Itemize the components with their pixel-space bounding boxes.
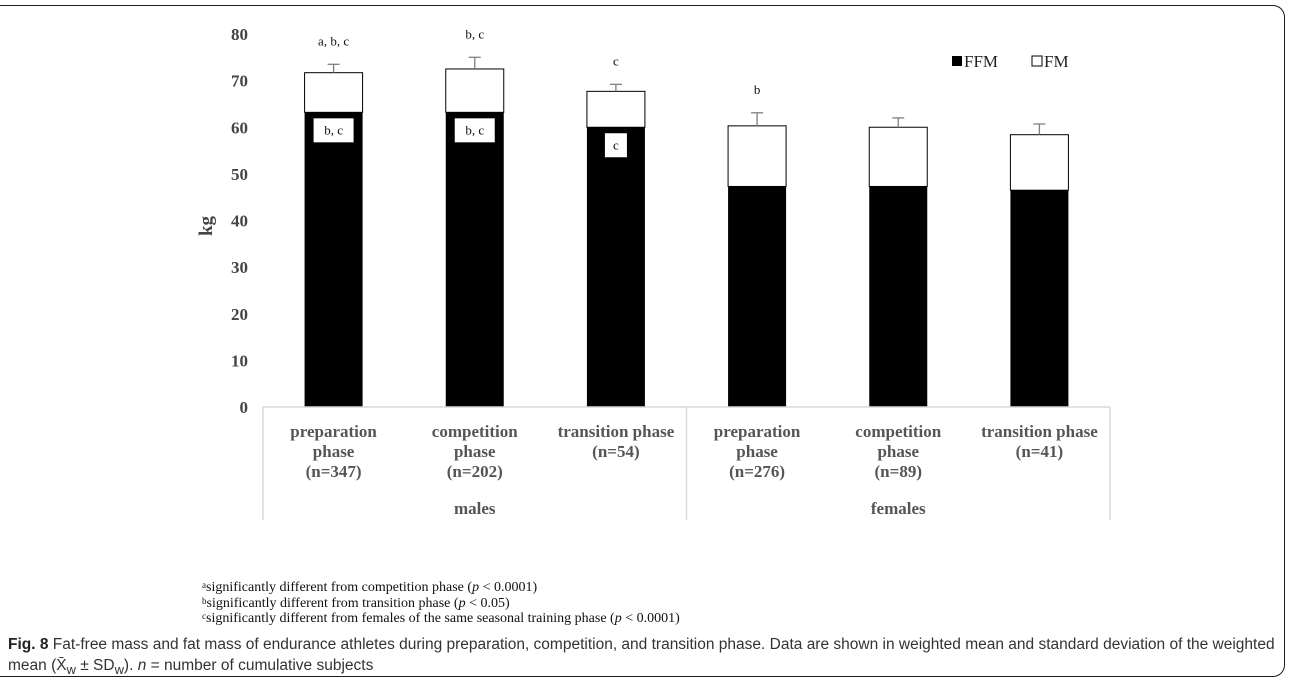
- x-tick-label: preparation: [290, 422, 377, 441]
- footnote-line: bsignificantly different from transition…: [202, 596, 680, 612]
- caption-end: = number of cumulative subjects: [146, 657, 374, 674]
- footnote-line: asignificantly different from competitio…: [202, 580, 680, 596]
- y-tick-label: 80: [231, 25, 248, 44]
- footnote-marker: b: [202, 595, 207, 606]
- bar-ffm: [304, 112, 363, 407]
- x-axis: preparationphase(n=347)competitionphase(…: [262, 406, 1111, 520]
- y-tick-label: 30: [231, 258, 248, 277]
- x-tick-label: competition: [855, 422, 941, 441]
- y-axis: 0 10 20 30 40 50 60 70 80: [231, 25, 248, 417]
- caption-mid: ± SD: [75, 657, 115, 674]
- significance-label-inside: b, c: [465, 122, 484, 137]
- footnote-rest: < 0.0001): [621, 611, 680, 626]
- significance-label-inside: c: [613, 137, 619, 152]
- bar-ffm: [869, 186, 928, 407]
- footnote-text: significantly different from transition …: [206, 595, 459, 611]
- significance-box-inside: [454, 118, 495, 143]
- x-tick-label: phase: [313, 442, 355, 461]
- footnote-italic: p: [614, 611, 622, 626]
- x-tick-label: (n=347): [306, 462, 362, 481]
- bar-fm: [727, 125, 787, 187]
- significance-label-top: b: [754, 82, 761, 97]
- significance-label-top: c: [613, 53, 619, 68]
- footnote-text: significantly different from females of …: [206, 611, 615, 626]
- bar-ffm: [1010, 190, 1069, 407]
- y-tick-label: 20: [231, 305, 248, 324]
- x-tick-label: phase: [454, 442, 496, 461]
- x-tick-label: phase: [877, 442, 919, 461]
- y-tick-label: 40: [231, 212, 248, 231]
- caption-text: Fat-free mass and fat mass of endurance …: [8, 636, 1275, 674]
- legend-label-fm: FM: [1044, 52, 1069, 71]
- significance-label-top: a, b, c: [318, 33, 349, 48]
- y-axis-label: kg: [196, 215, 217, 236]
- legend-label-ffm: FFM: [964, 52, 998, 71]
- x-tick-label: phase: [736, 442, 778, 461]
- caption-n: n: [137, 657, 147, 674]
- y-tick-label: 70: [231, 72, 248, 91]
- y-tick-label: 0: [240, 398, 249, 417]
- bar-fm: [868, 126, 928, 187]
- bar-ffm: [728, 186, 787, 407]
- x-tick-label: (n=41): [1016, 442, 1063, 461]
- bar-fm: [445, 68, 505, 113]
- bar-fm: [586, 90, 646, 128]
- caption-label: Fig. 8: [8, 636, 49, 653]
- x-tick-label: preparation: [714, 422, 801, 441]
- y-tick-label: 50: [231, 165, 248, 184]
- significance-box-inside: [604, 133, 627, 158]
- figure-caption: Fig. 8 Fat-free mass and fat mass of end…: [8, 634, 1278, 680]
- legend: FFM FM: [952, 52, 1069, 71]
- x-tick-label: (n=202): [447, 462, 503, 481]
- bar-fm: [1009, 134, 1069, 191]
- caption-after: ).: [123, 657, 138, 674]
- footnote-italic: p: [472, 580, 480, 595]
- x-tick-label: (n=54): [592, 442, 639, 461]
- legend-swatch-fm: [1031, 55, 1043, 67]
- x-tick-label: (n=276): [729, 462, 785, 481]
- y-tick-label: 10: [231, 351, 248, 370]
- significance-label-inside: b, c: [324, 122, 343, 137]
- x-tick-label: (n=89): [875, 462, 922, 481]
- significance-label-top: b, c: [465, 26, 484, 41]
- bar-ffm: [445, 112, 504, 407]
- caption-sub-w2: w: [114, 662, 124, 678]
- figure-frame: [0, 5, 1285, 677]
- stacked-bar-chart: 0 10 20 30 40 50 60 70 80 kg a, b, c b, c b, c b, c…: [196, 25, 1111, 520]
- footnote-italic: p: [458, 595, 466, 611]
- footnote-rest: < 0.05): [465, 595, 510, 611]
- footnote-marker: a: [202, 580, 206, 590]
- legend-swatch-ffm: [952, 56, 962, 66]
- bar-fm: [304, 72, 364, 113]
- footnote-line: csignificantly different from females of…: [202, 611, 680, 627]
- footnote-marker: c: [202, 611, 206, 621]
- footnote-rest: < 0.0001): [479, 580, 538, 595]
- y-tick-label: 60: [231, 118, 248, 137]
- x-group-label: males: [454, 499, 496, 518]
- bar-ffm: [586, 127, 645, 407]
- significance-box-inside: [313, 118, 354, 143]
- x-tick-label: competition: [432, 422, 518, 441]
- x-tick-label: transition phase: [558, 422, 675, 441]
- x-group-label: females: [871, 499, 926, 518]
- caption-sub-w1: w: [66, 662, 76, 678]
- footnotes: asignificantly different from competitio…: [202, 580, 680, 627]
- bars: a, b, c b, c b, c b, c c c b: [304, 26, 1069, 407]
- x-tick-label: transition phase: [981, 422, 1098, 441]
- footnote-text: significantly different from competition…: [206, 580, 473, 595]
